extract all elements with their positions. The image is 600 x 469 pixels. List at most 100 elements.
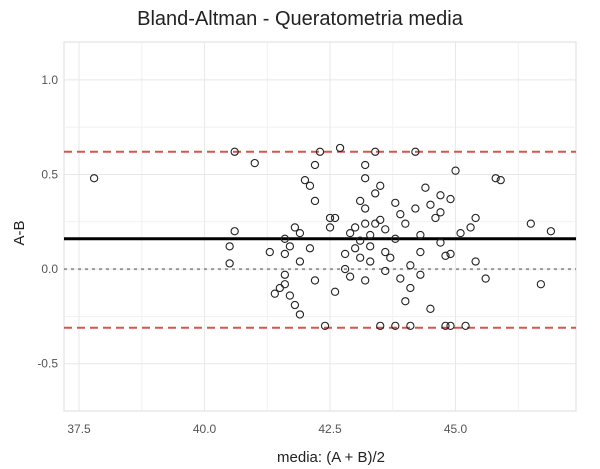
tick-labels: 37.5 40.0 42.5 45.0 -0.5 0.0 0.5 1.0 [37,73,467,436]
data-point [376,215,385,225]
data-point [471,257,480,266]
y-tick-label: 1.0 [41,73,58,87]
data-point [416,270,425,279]
data-point [285,291,295,300]
data-point [330,213,340,223]
data-point [546,227,556,236]
data-point [361,219,370,228]
data-point [356,253,365,262]
data-point [366,242,375,251]
data-point [416,230,425,240]
data-point [300,175,310,185]
data-point [225,242,234,251]
data-point [416,247,425,257]
data-point [436,208,445,217]
data-point [361,204,370,213]
data-point [406,321,415,330]
data-point [426,200,435,209]
y-tick-label: 0.5 [41,167,58,181]
data-point [280,280,290,289]
data-point [285,242,295,251]
data-point [356,236,365,245]
data-point [295,228,305,238]
data-point [436,238,445,247]
plot-panel [63,41,577,412]
data-point [270,289,279,298]
chart-title: Bland-Altman - Queratometria media [137,8,463,30]
data-point [451,166,460,175]
data-point [305,181,315,190]
data-point [401,219,410,228]
data-point [466,223,475,232]
x-tick-label: 37.5 [67,422,91,436]
data-point [386,253,395,262]
data-point [280,270,290,279]
data-point [431,213,440,223]
data-point [295,310,305,319]
data-point [446,321,455,330]
data-point [421,183,430,192]
data-point [371,189,380,198]
data-point [391,321,400,330]
y-axis-label: A-B [11,220,28,245]
data-point [391,198,400,207]
data-point [406,261,415,270]
data-point [320,321,330,330]
data-point [536,280,546,289]
data-point [381,247,390,257]
data-point [396,274,405,283]
data-point [350,244,360,253]
data-point [396,210,405,219]
data-points [89,143,556,330]
data-point [295,257,305,266]
data-point [391,234,400,243]
data-point [441,251,450,260]
x-axis-label: media: (A + B)/2 [277,449,385,466]
data-point [361,174,370,183]
data-point [381,266,390,276]
data-point [376,321,385,330]
data-point [461,321,470,330]
data-point [356,196,365,206]
data-point [401,297,410,306]
x-tick-label: 42.5 [318,422,342,436]
data-point [230,227,239,236]
reference-lines [64,150,576,329]
data-point [361,160,370,170]
data-point [325,213,335,223]
data-point [345,228,355,238]
data-point [491,174,500,183]
data-point [426,304,435,313]
data-point [350,223,360,232]
data-point [225,259,234,268]
data-point [406,283,415,293]
data-point [411,147,420,156]
data-point [305,244,315,253]
data-point [335,143,345,153]
y-tick-label: -0.5 [37,357,58,371]
y-tick-label: 0.0 [41,262,58,276]
x-tick-label: 45.0 [444,422,468,436]
data-point [290,300,300,310]
data-point [446,194,455,204]
data-point [325,223,335,232]
data-point [381,225,390,234]
data-point [371,219,380,228]
data-point [371,147,380,156]
data-point [361,276,370,285]
data-point [496,175,505,185]
data-point [265,247,274,257]
data-point [315,147,325,156]
data-point [340,264,350,274]
data-point [310,196,320,206]
data-point [280,234,290,243]
data-point [330,287,340,296]
data-point [481,274,490,283]
data-point [471,213,480,223]
data-point [340,249,350,259]
data-point [290,223,300,232]
data-point [250,158,259,168]
data-point [345,272,355,281]
data-point [310,276,320,285]
